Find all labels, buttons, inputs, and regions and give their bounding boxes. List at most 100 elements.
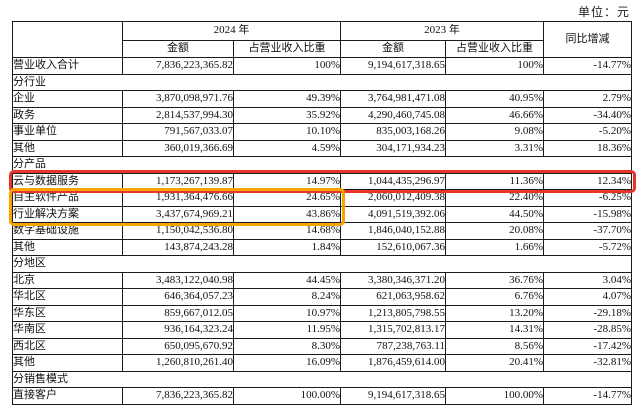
cell-amount-2023: 3,380,346,371.20 <box>340 271 446 289</box>
cell-share-2023: 36.76% <box>445 271 544 289</box>
cell-amount-2023: 304,171,934.23 <box>340 139 446 157</box>
cell-share-2023: 6.76% <box>445 288 544 306</box>
cell-amount-2023: 152,610,067.36 <box>340 238 446 256</box>
cell-yoy: -28.85% <box>543 321 632 339</box>
cell-yoy: -29.18% <box>543 304 632 322</box>
cell-amount-2023: 1,315,702,813.17 <box>340 321 446 339</box>
cell-share-2024: 10.10% <box>233 123 341 141</box>
cell-amount-2023: 3,764,981,471.08 <box>340 90 446 108</box>
cell-amount-2024: 1,931,364,476.66 <box>122 189 234 207</box>
table-row: 华南区 936,164,323.24 11.95% 1,315,702,813.… <box>12 321 632 339</box>
cell-amount-2024: 360,019,366.69 <box>122 139 234 157</box>
cell-share-2023: 40.95% <box>445 90 544 108</box>
row-label: 华北区 <box>12 288 123 306</box>
cell-yoy: -34.40% <box>543 106 632 124</box>
header-row-years: 2024 年 2023 年 同比增减 <box>12 21 632 58</box>
cell-amount-2023: 621,063,958.62 <box>340 288 446 306</box>
table-row: 其他 1,260,810,261.40 16.09% 1,876,459,614… <box>12 354 632 372</box>
cell-share-2024: 8.24% <box>233 288 341 306</box>
row-label: 直接客户 <box>12 387 123 405</box>
cell-share-2023: 44.50% <box>445 205 544 223</box>
cell-yoy: -37.70% <box>543 222 632 240</box>
cell-yoy: -5.20% <box>543 123 632 141</box>
cell-amount-2023: 1,044,435,296.97 <box>340 172 446 190</box>
table-row: 其他 143,874,243.28 1.84% 152,610,067.36 1… <box>12 238 632 256</box>
cell-share-2024: 35.92% <box>233 106 341 124</box>
cell-share-2023: 8.56% <box>445 337 544 355</box>
section-title: 分行业 <box>12 73 632 91</box>
cell-yoy: -17.42% <box>543 337 632 355</box>
cell-yoy: -6.25% <box>543 189 632 207</box>
section-row-sales-model: 分销售模式 <box>12 370 632 388</box>
section-row-product: 分产品 <box>12 156 632 174</box>
row-label: 北京 <box>12 271 123 289</box>
row-label: 其他 <box>12 139 123 157</box>
cell-amount-2023: 1,846,040,152.88 <box>340 222 446 240</box>
row-label: 政务 <box>12 106 123 124</box>
cell-share-2023: 3.31% <box>445 139 544 157</box>
cell-amount-2024: 7,836,223,365.82 <box>122 57 234 75</box>
cell-amount-2024: 143,874,243.28 <box>122 238 234 256</box>
cell-amount-2024: 1,173,267,139.87 <box>122 172 234 190</box>
cell-share-2023: 9.08% <box>445 123 544 141</box>
cell-yoy: -5.72% <box>543 238 632 256</box>
cell-yoy: 4.07% <box>543 288 632 306</box>
row-label: 其他 <box>12 354 123 372</box>
cell-yoy: -14.77% <box>543 57 632 75</box>
unit-label: 单位：元 <box>577 5 630 19</box>
row-label: 事业单位 <box>12 123 123 141</box>
row-label: 自主软件产品 <box>12 189 123 207</box>
cell-amount-2023: 9,194,617,318.65 <box>340 57 446 75</box>
cell-amount-2023: 835,003,168.26 <box>340 123 446 141</box>
table-row: 政务 2,814,537,994.30 35.92% 4,290,460,745… <box>12 106 632 124</box>
table-row: 企业 3,870,098,971.76 49.39% 3,764,981,471… <box>12 90 632 108</box>
table-row-proprietary-software: 自主软件产品 1,931,364,476.66 24.65% 2,060,012… <box>12 189 632 207</box>
cell-share-2024: 100% <box>233 57 341 75</box>
cell-yoy: 18.36% <box>543 139 632 157</box>
table-row: 西北区 650,095,670.92 8.30% 787,238,763.11 … <box>12 337 632 355</box>
cell-share-2023: 1.66% <box>445 238 544 256</box>
header-amount-2023: 金额 <box>340 40 446 58</box>
cell-amount-2024: 7,836,223,365.82 <box>122 387 234 405</box>
cell-yoy: 2.79% <box>543 90 632 108</box>
cell-yoy: 12.34% <box>543 172 632 190</box>
revenue-table: 2024 年 2023 年 同比增减 金额 占营业收入比重 金额 占营业收入比重… <box>12 21 632 405</box>
cell-share-2024: 14.97% <box>233 172 341 190</box>
cell-amount-2023: 4,091,519,392.06 <box>340 205 446 223</box>
row-label: 企业 <box>12 90 123 108</box>
corner-cell <box>12 21 123 58</box>
table-row-total: 营业收入合计 7,836,223,365.82 100% 9,194,617,3… <box>12 57 632 75</box>
header-row-metrics: 金额 占营业收入比重 金额 占营业收入比重 <box>13 40 632 58</box>
cell-share-2023: 11.36% <box>445 172 544 190</box>
cell-amount-2024: 936,164,323.24 <box>122 321 234 339</box>
table-row: 直接客户 7,836,223,365.82 100.00% 9,194,617,… <box>12 387 632 405</box>
cell-share-2024: 14.68% <box>233 222 341 240</box>
cell-share-2024: 1.84% <box>233 238 341 256</box>
cell-amount-2024: 1,260,810,261.40 <box>122 354 234 372</box>
cell-share-2023: 13.20% <box>445 304 544 322</box>
cell-share-2024: 11.95% <box>233 321 341 339</box>
row-label: 华南区 <box>12 321 123 339</box>
cell-share-2024: 24.65% <box>233 189 341 207</box>
cell-amount-2023: 4,290,460,745.08 <box>340 106 446 124</box>
row-label: 云与数据服务 <box>12 172 123 190</box>
cell-yoy: -15.98% <box>543 205 632 223</box>
cell-share-2023: 22.40% <box>445 189 544 207</box>
cell-amount-2024: 859,667,012.05 <box>122 304 234 322</box>
section-row-industry: 分行业 <box>12 73 632 91</box>
cell-share-2023: 100.00% <box>445 387 544 405</box>
cell-share-2024: 49.39% <box>233 90 341 108</box>
row-label: 行业解决方案 <box>12 205 123 223</box>
table-row: 数字基础设施 1,150,042,536.80 14.68% 1,846,040… <box>12 222 632 240</box>
table-row-cloud-data-services: 云与数据服务 1,173,267,139.87 14.97% 1,044,435… <box>12 172 632 190</box>
row-label: 数字基础设施 <box>12 222 123 240</box>
cell-share-2024: 10.97% <box>233 304 341 322</box>
cell-amount-2024: 1,150,042,536.80 <box>122 222 234 240</box>
cell-amount-2024: 650,095,670.92 <box>122 337 234 355</box>
cell-amount-2024: 646,364,057.23 <box>122 288 234 306</box>
cell-amount-2024: 791,567,033.07 <box>122 123 234 141</box>
cell-amount-2023: 1,213,805,798.55 <box>340 304 446 322</box>
cell-share-2024: 100.00% <box>233 387 341 405</box>
header-yoy: 同比增减 <box>543 21 632 58</box>
section-title: 分销售模式 <box>12 370 632 388</box>
